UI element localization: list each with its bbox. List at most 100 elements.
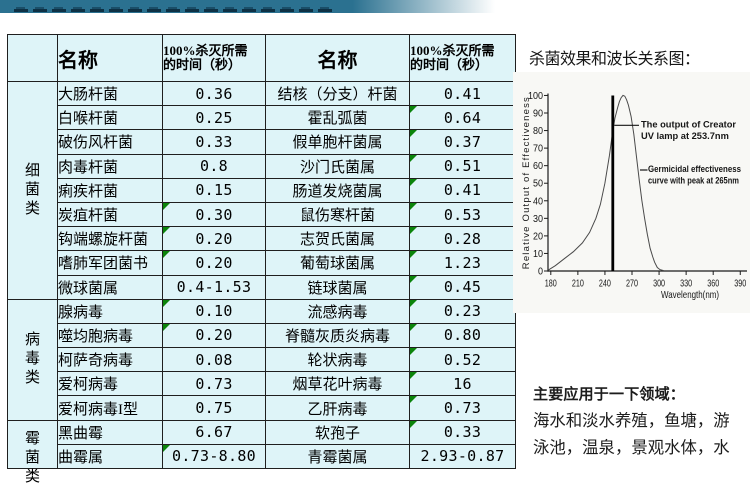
table-row: 爱柯病毒I型 0.75 乙肝病毒 0.73: [8, 395, 516, 421]
organism-name-cell: 白喉杆菌: [57, 105, 163, 131]
y-tick-label: 40: [533, 196, 543, 207]
kill-time-cell: 6.67: [162, 419, 266, 445]
organism-name-cell: 大肠杆菌: [57, 80, 163, 107]
cell-text: 腺病毒: [58, 304, 104, 321]
table-row: 白喉杆菌 0.25 霍乱弧菌 0.64: [8, 105, 516, 131]
cell-text: 0.8: [200, 157, 228, 176]
table-row: 病毒类腺病毒 0.10 流感病毒 0.23: [7, 298, 516, 421]
cell-text: 0.53: [443, 205, 482, 224]
organism-name-cell: 嗜肺军团菌书: [57, 250, 163, 276]
cell-text: 0.20: [195, 229, 233, 248]
table-row: 破伤风杆菌 0.33 假单胞杆菌属 0.37: [8, 129, 516, 155]
y-tick-label: 60: [533, 161, 543, 172]
kill-time-cell: 16: [409, 371, 516, 397]
cell-text: 1.23: [443, 253, 482, 272]
y-tick-label: 0: [538, 267, 543, 278]
y-tick-label: 50: [533, 179, 543, 190]
banner-text-marks: [14, 6, 338, 12]
cell-text: 16: [453, 374, 472, 393]
kill-time-cell: 0.51: [409, 153, 516, 179]
cell-text: 爱柯病毒I型: [58, 401, 138, 418]
lamp-annotation-text: The output of Creator: [641, 120, 736, 130]
organism-name-cell: 微球菌属: [57, 274, 163, 300]
x-axis-title: Wavelength(nm): [661, 289, 719, 301]
cell-text: 嗜肺军团菌书: [58, 256, 149, 273]
x-tick-label: 330: [680, 279, 692, 290]
kill-time-cell: 0.33: [409, 419, 516, 445]
chart-title: 杀菌效果和波长关系图：: [529, 51, 700, 68]
cell-text: 柯萨奇病毒: [58, 353, 134, 370]
applications-heading: 主要应用于一下领域：: [533, 386, 686, 403]
cell-text: 0.73-8.80: [172, 447, 256, 466]
table-row: 霉菌类黑曲霉 6.67 软孢子 0.33: [7, 419, 516, 485]
cell-text: 大肠杆菌: [58, 87, 119, 104]
cell-text: 痢疾杆菌: [58, 183, 119, 200]
y-tick-label: 20: [533, 231, 543, 242]
x-tick-label: 270: [626, 279, 638, 290]
kill-time-cell: 0.30: [162, 201, 266, 228]
y-axis-title: Relative Output of Effectiveness: [521, 97, 532, 269]
kill-time-cell: 0.23: [409, 298, 516, 324]
cell-text: 0.4-1.53: [176, 278, 252, 297]
cell-text: 0.23: [443, 302, 482, 321]
cell-text: 0.33: [195, 132, 233, 151]
cell-text: 肉毒杆菌: [58, 159, 119, 176]
cell-text: 鼠伤寒杆菌: [299, 208, 375, 225]
organism-name-cell: 软孢子: [265, 419, 410, 445]
name-header-cell: 名称: [57, 34, 163, 82]
x-tick-label: 360: [707, 279, 719, 290]
organism-name-cell: 痢疾杆菌: [57, 177, 163, 203]
applications-text-line: 海水和淡水养殖，鱼塘，游: [533, 411, 730, 430]
cell-text: 曲霉属: [58, 449, 104, 466]
applications-text-line: 泳池，温泉，景观水体，水: [533, 438, 730, 457]
organism-name-cell: 烟草花叶病毒: [265, 371, 410, 397]
cell-error-marker-icon: [410, 106, 417, 114]
kill-time-cell: 0.33: [162, 129, 266, 155]
table-row: 肉毒杆菌 0.8 沙门氏菌属 0.51: [8, 153, 516, 179]
cell-text: 破伤风杆菌: [58, 135, 134, 152]
organism-name-cell: 志贺氏菌属: [265, 226, 410, 252]
cell-text: 0.15: [195, 181, 233, 200]
organism-name-cell: 霍乱弧菌: [265, 105, 410, 131]
kill-time-cell: 0.45: [409, 274, 516, 300]
x-tick-label: 390: [734, 279, 746, 290]
y-tick-label: 100: [528, 91, 543, 102]
time-header-cell: 100%杀灭所需 的时间（秒）: [162, 34, 266, 82]
table-row: 细菌类大肠杆菌 0.36 结核（分支）杆菌 0.41: [7, 80, 516, 300]
cell-text: 轮状病毒: [307, 353, 368, 370]
organism-name-cell: 爱柯病毒I型: [57, 395, 163, 421]
cell-text: 0.20: [195, 253, 233, 272]
kill-time-cell: 0.75: [162, 395, 266, 421]
x-tick-label: 300: [653, 279, 665, 290]
cell-text: 乙肝病毒: [307, 401, 368, 418]
cell-error-marker-icon: [410, 420, 417, 428]
cell-text: 0.30: [195, 205, 233, 224]
y-tick-label: 90: [533, 109, 543, 120]
cell-text: 0.28: [443, 229, 482, 248]
cell-text: 沙门氏菌属: [299, 159, 375, 176]
table-row: 曲霉属 0.73-8.80 青霉菌属 2.93-0.87: [8, 443, 516, 470]
organism-name-cell: 黑曲霉: [57, 419, 163, 445]
table-row: 微球菌属 0.4-1.53 链球菌属 0.45: [8, 274, 516, 300]
kill-table-body: 细菌类大肠杆菌 0.36 结核（分支）杆菌 0.41 白喉杆菌 0.25 霍乱弧菌 0.64 破…: [7, 80, 516, 485]
kill-time-cell: 0.80: [409, 322, 516, 349]
cell-error-marker-icon: [410, 202, 417, 210]
category-cell: 霉菌类: [7, 419, 58, 485]
organism-name-cell: 曲霉属: [57, 443, 163, 470]
cell-text: 0.08: [195, 350, 233, 369]
y-tick-label: 70: [533, 144, 543, 155]
cell-error-marker-icon: [163, 299, 170, 307]
organism-name-cell: 破伤风杆菌: [57, 129, 163, 155]
cell-text: 噬均胞病毒: [58, 328, 134, 345]
table-row: 嗜肺军团菌书 0.20 葡萄球菌属 1.23: [8, 250, 516, 276]
cell-text: 黑曲霉: [58, 425, 104, 442]
organism-name-cell: 爱柯病毒: [57, 371, 163, 397]
y-tick-label: 80: [533, 126, 543, 137]
x-tick-label: 210: [572, 279, 584, 290]
organism-name-cell: 沙门氏菌属: [265, 153, 410, 179]
cell-error-marker-icon: [410, 348, 417, 356]
category-cell: 病毒类: [7, 298, 58, 421]
kill-time-cell: 0.53: [409, 201, 516, 228]
table-row: 噬均胞病毒 0.20 脊髓灰质炎病毒 0.80: [8, 322, 516, 349]
cell-text: 炭疽杆菌: [58, 208, 119, 225]
